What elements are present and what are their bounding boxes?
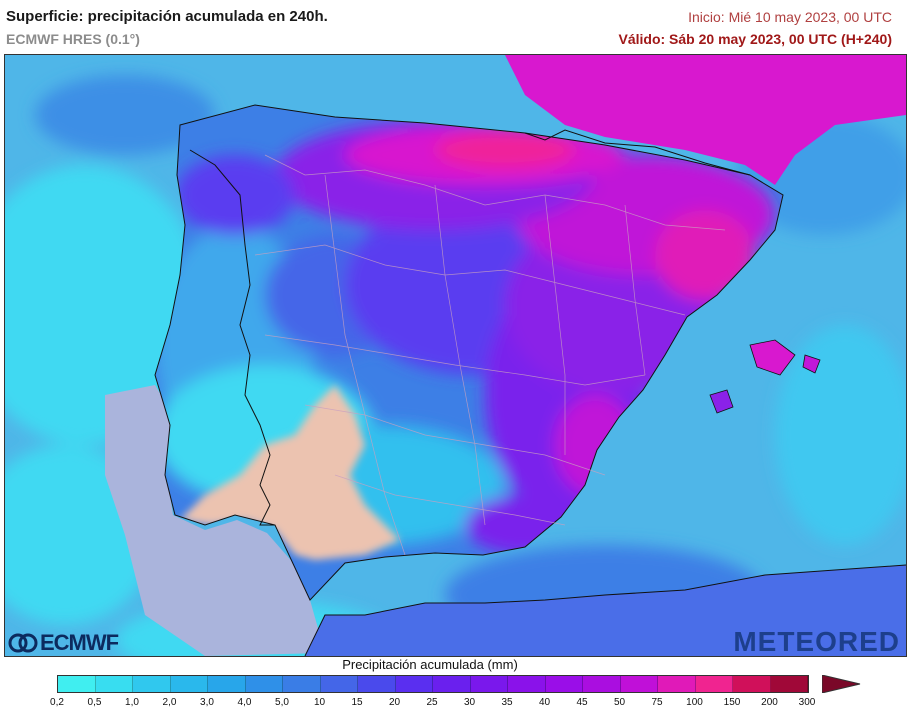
legend-swatch	[508, 676, 546, 692]
legend-tick-label: 75	[651, 697, 663, 708]
model-subtitle: ECMWF HRES (0.1°)	[6, 31, 140, 47]
legend-tick-label: 1,0	[125, 697, 139, 708]
ecmwf-logo: ECMWF	[8, 630, 119, 656]
legend-colorbar	[57, 675, 809, 693]
legend-tick-label: 0,2	[50, 697, 64, 708]
legend-tick-label: 40	[538, 697, 551, 708]
legend-swatch	[208, 676, 246, 692]
map-svg	[5, 55, 906, 656]
legend-swatch	[470, 676, 508, 692]
legend-tick-label: 30	[463, 697, 476, 708]
legend-tick-label: 10	[313, 697, 326, 708]
legend-tick-label: 35	[501, 697, 513, 708]
meteored-logo: METEORED	[733, 626, 900, 657]
africa-land	[305, 565, 906, 656]
balearic-islands	[709, 339, 821, 414]
chart-title: Superficie: precipitación acumulada en 2…	[6, 8, 328, 25]
legend-title: Precipitación acumulada (mm)	[342, 657, 518, 672]
legend-swatch	[58, 676, 96, 692]
legend-swatch	[95, 676, 133, 692]
legend-swatch	[133, 676, 171, 692]
legend-arrow	[822, 675, 861, 693]
france-land	[505, 55, 906, 185]
legend-swatch	[733, 676, 771, 692]
legend-swatch	[545, 676, 583, 692]
ecmwf-logo-text: ECMWF	[40, 630, 119, 655]
legend-swatch	[283, 676, 321, 692]
legend-tick-label: 3,0	[200, 697, 214, 708]
admin-borders	[254, 154, 726, 556]
legend-tick-label: 5,0	[275, 697, 289, 708]
legend-swatch	[358, 676, 396, 692]
legend-swatch	[433, 676, 471, 692]
legend-swatch	[320, 676, 358, 692]
legend-swatch	[658, 676, 696, 692]
country-borders	[189, 129, 906, 656]
legend-swatch	[770, 676, 808, 692]
legend-tick-label: 25	[426, 697, 438, 708]
precipitation-map	[4, 54, 907, 657]
legend-swatch	[695, 676, 733, 692]
legend-tick-label: 15	[351, 697, 363, 708]
dry-sea-zone	[105, 385, 325, 656]
legend-tick-label: 200	[761, 697, 778, 708]
legend-tick-label: 100	[686, 697, 703, 708]
legend-tick-label: 0,5	[87, 697, 102, 708]
legend-swatch	[245, 676, 283, 692]
legend-tick-label: 150	[723, 697, 741, 708]
legend-swatch	[170, 676, 208, 692]
legend-swatch	[583, 676, 621, 692]
legend-tick-label: 300	[798, 697, 816, 708]
init-time: Inicio: Mié 10 may 2023, 00 UTC	[688, 9, 892, 25]
legend-tick-label: 20	[388, 697, 401, 708]
ecmwf-logo-icon	[8, 633, 38, 653]
legend-swatch	[620, 676, 658, 692]
legend-tick-label: 2,0	[162, 697, 177, 708]
legend-tick-label: 4,0	[237, 697, 252, 708]
legend-tick-label: 50	[613, 697, 626, 708]
legend-tick-label: 45	[576, 697, 588, 708]
legend-swatch	[395, 676, 433, 692]
valid-time: Válido: Sáb 20 may 2023, 00 UTC (H+240)	[618, 31, 892, 47]
